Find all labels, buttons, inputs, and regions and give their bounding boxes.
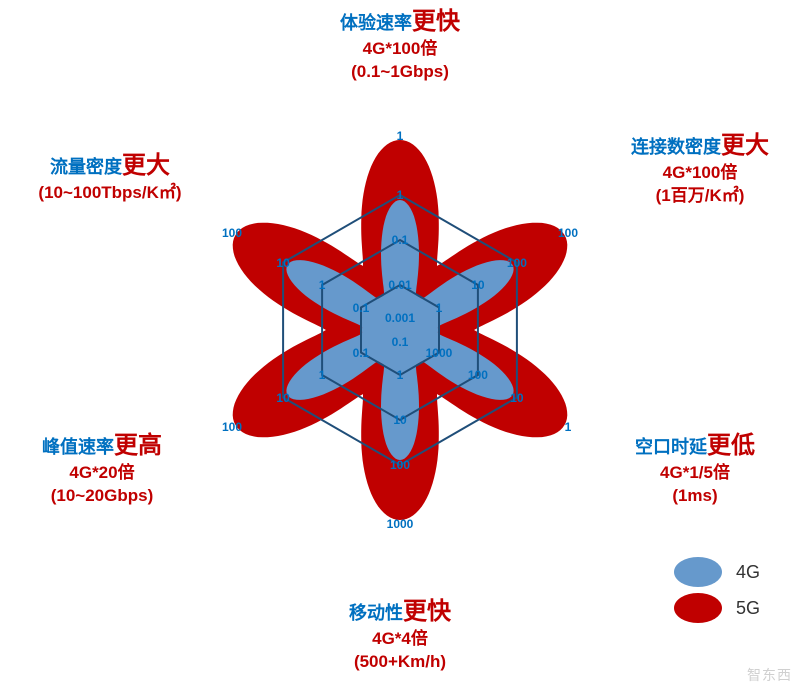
grid-tick: 1 xyxy=(565,420,572,434)
grid-tick: 10 xyxy=(471,278,484,292)
grid-tick: 1 xyxy=(397,368,404,382)
axis-label-3: 移动性更快4G*4倍(500+Km/h) xyxy=(310,596,490,674)
grid-tick: 0.001 xyxy=(385,311,415,325)
grid-tick: 10 xyxy=(276,256,289,270)
legend-item-5g: 5G xyxy=(674,593,760,623)
grid-tick: 100 xyxy=(222,226,242,240)
grid-tick: 1 xyxy=(319,368,326,382)
legend-swatch-5g xyxy=(674,593,722,623)
legend-swatch-4g xyxy=(674,557,722,587)
axis-label-5: 流量密度更大(10~100Tbps/K㎡) xyxy=(10,150,210,205)
grid-tick: 0.1 xyxy=(353,346,370,360)
axis-label-1: 连接数密度更大4G*100倍(1百万/K㎡) xyxy=(610,130,790,208)
grid-tick: 0.1 xyxy=(353,301,370,315)
grid-tick: 100 xyxy=(558,226,578,240)
axis-label-0: 体验速率更快4G*100倍(0.1~1Gbps) xyxy=(310,6,490,84)
grid-tick: 0.01 xyxy=(388,278,411,292)
grid-tick: 1 xyxy=(397,188,404,202)
grid-tick: 10 xyxy=(393,413,406,427)
grid-tick: 100 xyxy=(507,256,527,270)
legend-label-5g: 5G xyxy=(736,598,760,619)
grid-tick: 10 xyxy=(276,391,289,405)
grid-tick: 0.1 xyxy=(392,335,409,349)
legend-item-4g: 4G xyxy=(674,557,760,587)
grid-tick: 1 xyxy=(319,278,326,292)
axis-label-4: 峰值速率更高4G*20倍(10~20Gbps) xyxy=(12,430,192,508)
grid-tick: 1 xyxy=(436,301,443,315)
grid-tick: 1000 xyxy=(426,346,453,360)
grid-tick: 100 xyxy=(390,458,410,472)
grid-tick: 0.1 xyxy=(392,233,409,247)
grid-tick: 100 xyxy=(222,420,242,434)
legend: 4G 5G xyxy=(674,551,760,629)
grid-tick: 1000 xyxy=(387,517,414,531)
axis-label-2: 空口时延更低4G*1/5倍(1ms) xyxy=(610,430,780,508)
legend-label-4g: 4G xyxy=(736,562,760,583)
grid-tick: 10 xyxy=(510,391,523,405)
grid-tick: 1 xyxy=(397,129,404,143)
watermark: 智东西 xyxy=(747,665,792,685)
radar-chart: 体验速率更快4G*100倍(0.1~1Gbps) 连接数密度更大4G*100倍(1… xyxy=(0,0,800,689)
grid-tick: 100 xyxy=(468,368,488,382)
